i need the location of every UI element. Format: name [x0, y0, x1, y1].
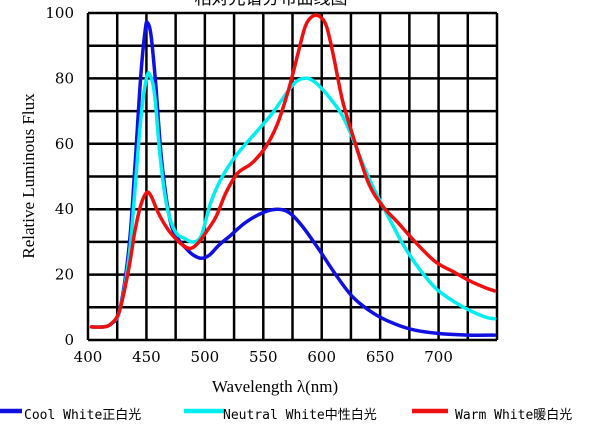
series-line-0 — [89, 20, 497, 337]
y-axis-title: Relative Luminous Flux — [19, 93, 38, 259]
series-lines — [89, 13, 497, 337]
x-tick-label: 450 — [132, 348, 161, 366]
series-line-2 — [89, 13, 497, 329]
legend: Cool White正白光 Neutral White中性白光 Warm White… — [0, 407, 572, 423]
series-line-1 — [89, 71, 497, 329]
legend-label: Neutral White中性白光 — [223, 407, 377, 423]
x-axis-title: Wavelength λ(nm) — [212, 377, 338, 396]
axis-ticks: 400 450 500 550 600 650 700 0 20 40 60 80 100 — [45, 4, 453, 366]
grid-lines — [86, 11, 499, 342]
y-tick-label: 0 — [64, 331, 74, 349]
x-tick-label: 400 — [74, 348, 103, 366]
x-tick-label: 500 — [191, 348, 220, 366]
x-tick-label: 600 — [307, 348, 336, 366]
y-tick-label: 60 — [55, 135, 74, 153]
x-tick-label: 550 — [249, 348, 278, 366]
y-tick-label: 20 — [55, 266, 74, 284]
legend-label: Cool White正白光 — [24, 407, 141, 423]
y-tick-label: 80 — [55, 69, 74, 87]
y-tick-label: 40 — [55, 200, 74, 218]
y-tick-label: 100 — [45, 4, 74, 22]
chart-title: 相对光谱分布曲线图 — [195, 0, 348, 8]
x-tick-label: 650 — [366, 348, 395, 366]
x-tick-label: 700 — [424, 348, 453, 366]
legend-label: Warm White暖白光 — [455, 407, 572, 423]
